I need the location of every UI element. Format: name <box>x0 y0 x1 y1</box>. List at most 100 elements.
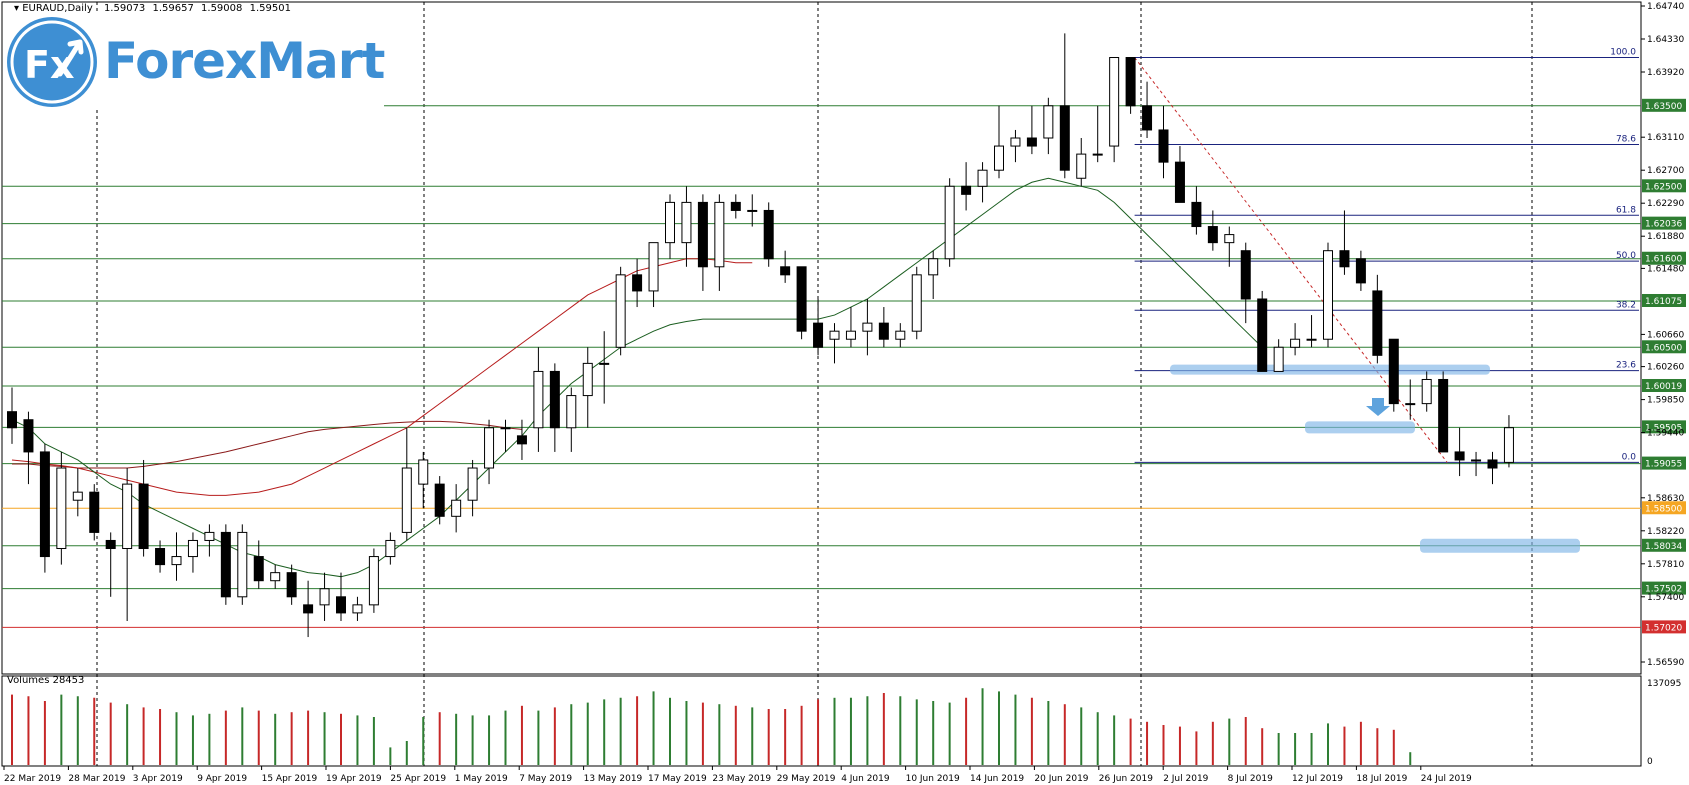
open-value: 1.59073 <box>103 3 146 14</box>
price-panel-frame <box>1 1 1642 675</box>
level-tag-1 <box>1642 179 1686 193</box>
candle-body <box>1224 234 1235 244</box>
price-tick-label-8: 1.60660 <box>1647 330 1684 340</box>
price-tick-label-7: 1.61480 <box>1647 264 1684 274</box>
candle-body <box>484 427 495 469</box>
candle-body <box>1092 153 1103 156</box>
candle-body <box>1306 338 1317 341</box>
volumes-label: Volumes 28453 <box>7 675 85 686</box>
candle-body <box>72 491 83 501</box>
price-tick-label-5: 1.62290 <box>1647 199 1684 209</box>
x-tick-label-20: 12 Jul 2019 <box>1292 774 1343 784</box>
highlight-zone-lower <box>1420 538 1580 553</box>
candle-body <box>1290 338 1301 348</box>
candle-body <box>286 572 297 598</box>
x-tick-label-15: 14 Jun 2019 <box>970 774 1024 784</box>
x-tick-label-10: 17 May 2019 <box>648 774 707 784</box>
x-tick-label-19: 8 Jul 2019 <box>1228 774 1273 784</box>
level-tag-8 <box>1642 456 1686 470</box>
candle-body <box>368 556 379 606</box>
x-tick-label-2: 3 Apr 2019 <box>133 774 183 784</box>
candle-body <box>401 467 412 533</box>
candle-body <box>1388 338 1399 405</box>
candle-body <box>862 322 873 332</box>
candle-body <box>1142 105 1153 131</box>
candle-body <box>549 370 560 429</box>
volume-axis-zero-label: 0 <box>1647 757 1653 767</box>
price-tick-label-1: 1.64330 <box>1647 35 1684 45</box>
candle-body <box>303 604 314 614</box>
candle-body <box>1273 346 1284 372</box>
level-tag-2 <box>1642 216 1686 230</box>
candle-body <box>7 411 17 429</box>
x-tick-label-21: 18 Jul 2019 <box>1356 774 1407 784</box>
candle-body <box>1240 250 1251 300</box>
candle-body <box>911 274 922 332</box>
price-tick-label-0: 1.64740 <box>1647 2 1684 12</box>
candle-body <box>1076 153 1087 179</box>
candle-body <box>500 427 511 430</box>
candle-body <box>1174 161 1185 203</box>
candle-body <box>270 572 281 582</box>
volume-panel-frame <box>1 675 1642 767</box>
caption-dropdown-icon[interactable]: ▾ <box>14 3 20 14</box>
level-tag-label-11: 1.57502 <box>1645 585 1682 595</box>
price-tick-label-6: 1.61880 <box>1647 232 1684 242</box>
candle-body <box>467 467 478 501</box>
candle-body <box>878 322 889 340</box>
x-tick-label-14: 10 Jun 2019 <box>906 774 960 784</box>
close-value: 1.59501 <box>249 3 291 14</box>
highlight-zone-mid <box>1305 421 1415 434</box>
candle-body <box>253 556 264 582</box>
candle-body <box>1487 459 1498 469</box>
level-tag-label-1: 1.62500 <box>1645 182 1682 192</box>
candle-body <box>895 330 906 340</box>
level-tag-label-8: 1.59055 <box>1645 460 1682 470</box>
moving-average-mid <box>11 258 753 496</box>
forexmart-logo: Fx ForexMart <box>4 14 385 110</box>
low-value: 1.59008 <box>201 3 243 14</box>
x-tick-label-3: 9 Apr 2019 <box>197 774 247 784</box>
candle-body <box>204 531 215 541</box>
x-tick-label-22: 24 Jul 2019 <box>1421 774 1472 784</box>
candle-body <box>319 588 330 606</box>
level-tag-7 <box>1642 420 1686 434</box>
x-tick-label-8: 7 May 2019 <box>519 774 572 784</box>
candle-body <box>1339 250 1350 268</box>
x-tick-label-18: 2 Jul 2019 <box>1163 774 1208 784</box>
level-tag-6 <box>1642 378 1686 392</box>
price-tick-label-2: 1.63920 <box>1647 68 1684 78</box>
x-tick-label-0: 22 Mar 2019 <box>4 774 61 784</box>
candle-body <box>122 483 133 550</box>
candle-body <box>1438 378 1449 453</box>
candle-body <box>928 258 939 276</box>
candle-body <box>1372 290 1383 356</box>
candle-body <box>385 539 396 558</box>
candle-body <box>747 209 758 212</box>
candle-body <box>138 483 149 550</box>
price-tick-label-12: 1.58630 <box>1647 494 1684 504</box>
candle-body <box>56 467 67 550</box>
candle-body <box>1191 201 1202 228</box>
candle-body <box>39 451 50 558</box>
candle-body <box>697 201 708 268</box>
symbol-label: EURAUD,Daily <box>22 3 93 14</box>
candle-body <box>533 370 544 429</box>
x-tick-label-7: 1 May 2019 <box>455 774 508 784</box>
moving-average-fast <box>11 177 1263 578</box>
chart-caption: ▾ EURAUD,Daily 1.59073 1.59657 1.59008 1… <box>14 3 295 14</box>
level-tag-label-12: 1.57020 <box>1645 623 1682 633</box>
fib-level-label-1: 78.6 <box>1616 134 1636 144</box>
price-tick-label-10: 1.59850 <box>1647 396 1684 406</box>
level-tag-10 <box>1642 538 1686 552</box>
level-tag-label-0: 1.63500 <box>1645 102 1682 112</box>
highlight-zone-upper <box>1170 364 1490 375</box>
fib-level-label-5: 23.6 <box>1616 361 1636 371</box>
candle-body <box>730 201 741 211</box>
high-value: 1.59657 <box>152 3 194 14</box>
logo-text: ForexMart <box>104 32 385 90</box>
candle-body <box>1125 57 1136 107</box>
fx-logo-icon: Fx <box>7 17 97 107</box>
